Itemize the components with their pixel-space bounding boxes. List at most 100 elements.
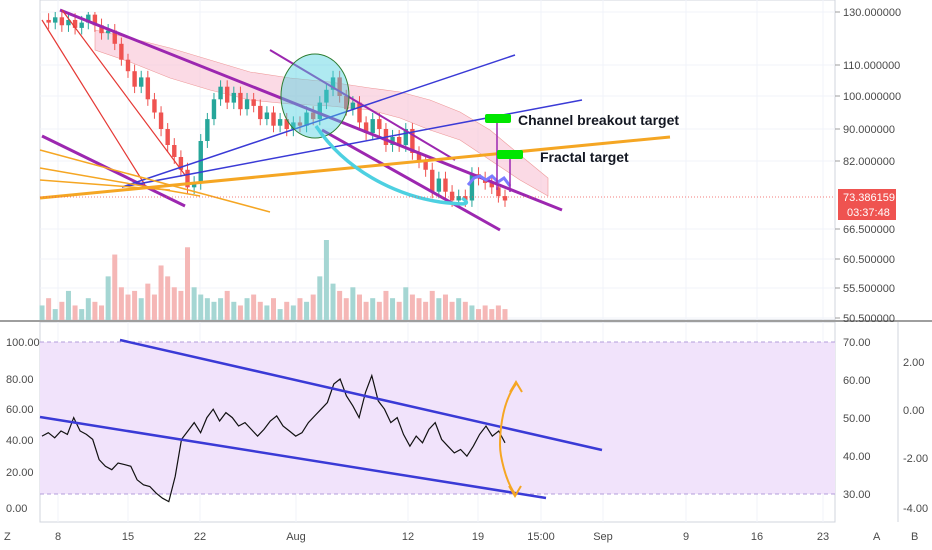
price-axis[interactable]: 130.000000 110.000000 100.000000 90.000000 8… [835,7,901,325]
volume-bar [416,298,422,320]
candle [423,161,428,170]
projected-fractal [466,174,512,187]
time-tick-label: 16 [751,531,763,543]
candle [344,96,349,110]
candle [139,77,144,87]
time-tick-label: Aug [286,531,306,543]
rsi-far-axis: 2.00 0.00 -2.00 -4.00 [903,357,928,515]
corner-label-a[interactable]: A [873,531,881,543]
volume-bar [99,305,105,320]
candle [225,86,230,103]
channel-lower-line-2[interactable] [321,128,501,232]
candle [165,129,170,145]
price-tick-label: 66.500000 [843,224,895,236]
candle [469,174,475,201]
candle [125,59,131,72]
candle [72,19,78,28]
countdown-badge [838,205,896,220]
volume-bar [469,305,475,320]
candle [218,86,223,100]
arrow-head-down [508,485,522,498]
candle [244,99,250,110]
volume-bar [356,294,362,320]
blue-trend-line-1[interactable] [121,54,516,188]
rsi-left-tick: 60.00 [6,404,34,416]
volume-bar [383,290,389,320]
rsi-left-tick: 40.00 [6,435,34,447]
volume-bar [284,301,290,320]
volume-bar [423,301,429,320]
candle [66,19,71,26]
fractal-curve[interactable] [314,125,469,206]
orange-line-3[interactable] [39,167,201,197]
volume-bar [429,290,435,320]
volume-bar [277,309,283,320]
volume-bar [52,309,58,320]
volume-bar [502,309,508,320]
channel-breakout-marker[interactable] [485,114,511,123]
time-tick-label: 19 [472,531,484,543]
rsi-right-tick: 60.00 [843,375,871,387]
volume-bar [330,283,336,320]
volume-bar [442,294,448,320]
candle [92,14,98,26]
volume-bar [257,301,263,320]
candle [297,122,303,126]
volume-bar [92,301,98,320]
candle [443,178,448,192]
rsi-line [41,373,506,503]
candle [310,112,316,120]
channel-lower-line[interactable] [41,134,186,208]
candle [502,196,508,201]
rsi-left-tick: 100.00 [6,337,40,349]
candle [363,122,369,133]
candle [430,169,435,192]
volume-bar [251,294,257,320]
orange-line-2[interactable] [39,149,271,213]
volume-bar [476,309,482,320]
candle [496,187,501,197]
candle [191,182,197,188]
channel-breakout-label: Channel breakout target [518,112,679,128]
volume-bar [138,298,144,320]
candle [277,119,283,126]
price-tick-label: 55.500000 [843,283,895,295]
rsi-channel-upper[interactable] [119,338,603,452]
price-badge [838,189,896,205]
price-tick-label: 50.500000 [843,313,895,325]
candle [99,25,104,34]
channel-mid-line[interactable] [269,49,456,161]
candle [251,99,256,106]
volume-bar [290,305,296,320]
red-channel-right[interactable] [61,9,186,176]
time-axis[interactable]: 8 15 22 Aug 12 19 15:00 Sep 9 16 23 [55,531,829,543]
orange-line-4[interactable] [39,179,171,191]
fractal-target-marker[interactable] [497,150,523,159]
rsi-channel-lower[interactable] [39,415,547,500]
candle [317,102,322,120]
price-tick-label: 90.000000 [843,124,895,136]
rsi-far-tick: -4.00 [903,503,928,515]
red-channel-left[interactable] [41,19,146,186]
rsi-far-tick: 2.00 [903,357,924,369]
volume-bar [39,305,45,320]
corner-label-left[interactable]: Z [4,531,11,543]
candle [377,119,382,129]
highlight-circle[interactable] [280,53,350,139]
double-arrow[interactable] [498,383,517,495]
volume-bar [65,290,71,320]
candle [59,17,65,26]
volume-bars [39,240,508,320]
ichimoku-cloud [94,29,549,197]
volume-bar [244,298,250,320]
volume-bar [72,305,78,320]
corner-label-b[interactable]: B [911,531,918,543]
volume-bar [271,298,276,320]
candle [205,119,210,141]
candle [271,112,276,126]
volume-bar [337,290,343,320]
candle [158,112,164,129]
volume-bar [231,301,237,320]
volume-bar [304,301,310,320]
